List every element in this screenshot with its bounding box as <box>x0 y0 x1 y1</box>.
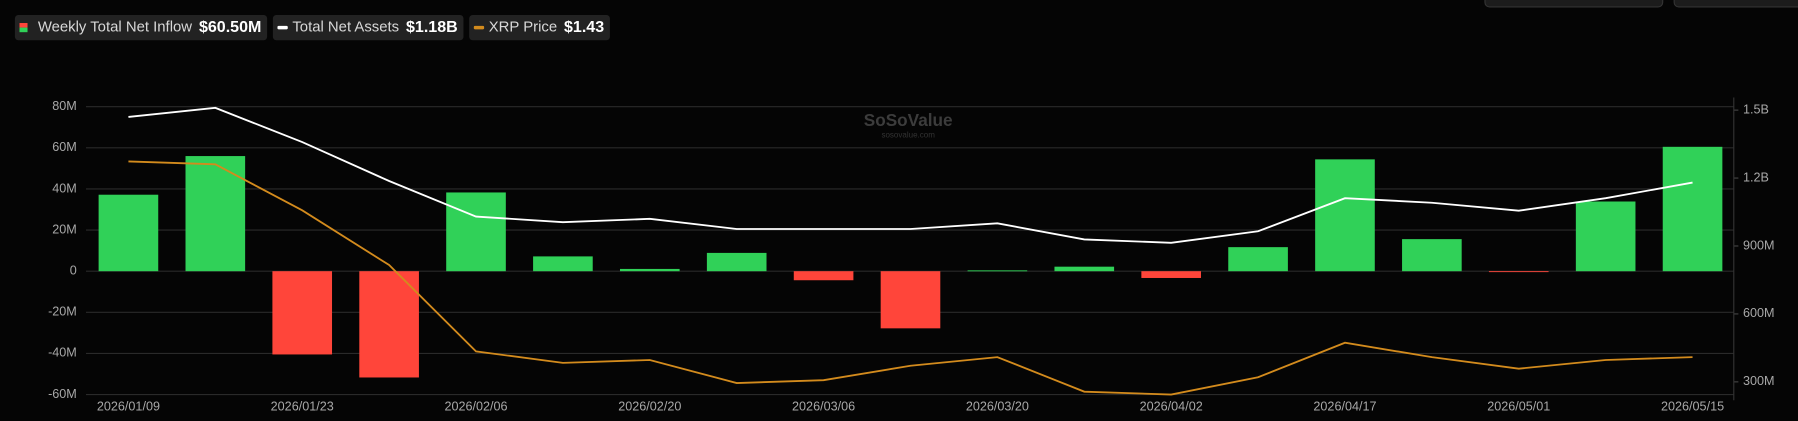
legend-item: Total Net Assets $1.18B <box>272 14 464 41</box>
legend-swatch <box>277 25 288 30</box>
legend-label: XRP Price <box>489 20 557 36</box>
legend-label: Total Net Assets <box>292 20 399 36</box>
bar <box>1228 247 1288 272</box>
legend-value: $60.50M <box>199 18 261 36</box>
bar <box>880 271 941 329</box>
x-tick-label: 2026/02/06 <box>444 399 507 413</box>
y-tick-label: 0 <box>70 264 77 278</box>
bar <box>1488 271 1549 273</box>
y-tick-label: -20M <box>48 305 77 319</box>
y-tick-label: 20M <box>52 222 77 236</box>
line <box>128 160 1693 396</box>
legend-box <box>14 14 268 41</box>
bar <box>1402 239 1462 272</box>
bar <box>359 271 419 378</box>
legend-box <box>469 14 610 41</box>
x-tick-label: 2026/03/06 <box>792 399 855 413</box>
x-tick-label: 2026/05/01 <box>1487 399 1550 413</box>
y2-tick-label: 1.2B <box>1743 170 1769 184</box>
bar <box>1054 266 1115 272</box>
legend-swatch <box>473 25 485 30</box>
watermark-sub: sosovalue.com <box>881 131 935 140</box>
y-tick-label: 60M <box>52 140 77 154</box>
x-tick-label: 2026/01/23 <box>271 399 334 413</box>
y2-tick-label: 300M <box>1743 374 1775 388</box>
x-tick-label: 2026/03/20 <box>966 399 1029 413</box>
x-tick-label: 2026/05/15 <box>1661 399 1724 413</box>
y-tick-label: -40M <box>48 346 77 360</box>
control[interactable] <box>1673 0 1798 8</box>
bar <box>706 252 767 272</box>
x-tick-label: 2026/01/09 <box>97 399 160 413</box>
legend-item: Weekly Total Net Inflow $60.50M <box>14 14 268 41</box>
x-tick-label: 2026/04/02 <box>1140 399 1203 413</box>
bar <box>967 270 1028 272</box>
legend-value: $1.43 <box>564 18 604 36</box>
y-tick-label: -60M <box>48 387 77 401</box>
line <box>128 106 1693 244</box>
legend: Weekly Total Net Inflow $60.50M Total Net … <box>14 14 610 41</box>
bar <box>793 271 854 281</box>
legend-swatch <box>19 23 28 28</box>
y2-tick-label: 1.5B <box>1743 102 1769 116</box>
bar <box>1575 201 1636 272</box>
y2-tick-label: 600M <box>1743 306 1775 320</box>
y2-tick-label: 900M <box>1743 238 1775 252</box>
bar <box>619 268 680 272</box>
bar <box>446 192 506 272</box>
legend-label: Weekly Total Net Inflow <box>38 20 192 36</box>
x-tick-label: 2026/04/17 <box>1313 399 1376 413</box>
control[interactable] <box>1484 0 1664 8</box>
bar <box>1141 271 1201 278</box>
bar <box>272 271 333 355</box>
x-tick-label: 2026/02/20 <box>618 399 681 413</box>
bar <box>1662 146 1723 272</box>
y-tick-label: 80M <box>52 99 77 113</box>
bar <box>98 194 159 272</box>
bar <box>1315 159 1375 272</box>
legend-item: XRP Price $1.43 <box>469 14 610 41</box>
bar <box>185 156 246 272</box>
legend-value: $1.18B <box>406 18 458 36</box>
watermark: SoSoValue <box>864 110 953 130</box>
legend-box <box>272 14 464 41</box>
y-tick-label: 40M <box>52 181 77 195</box>
legend-swatch <box>19 27 28 33</box>
bar <box>533 256 593 272</box>
